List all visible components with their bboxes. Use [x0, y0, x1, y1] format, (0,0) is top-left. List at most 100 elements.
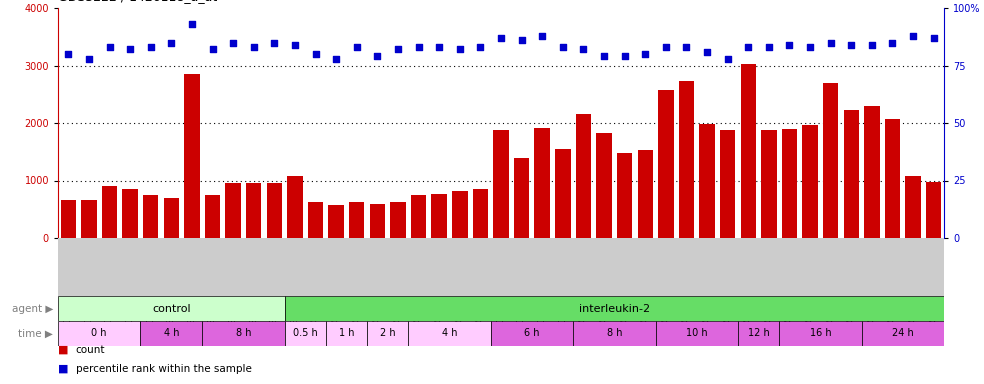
Text: interleukin-2: interleukin-2 [579, 303, 649, 313]
Bar [802, 125, 818, 238]
Text: time ▶: time ▶ [19, 328, 53, 339]
Bar [411, 195, 426, 238]
Text: 2 h: 2 h [380, 328, 396, 339]
Bar [284, 296, 944, 321]
Bar [700, 124, 714, 238]
Point [514, 37, 529, 43]
Point [370, 53, 386, 60]
Text: agent ▶: agent ▶ [12, 303, 53, 313]
Text: 6 h: 6 h [524, 328, 539, 339]
Bar [122, 189, 138, 238]
Bar [391, 202, 405, 238]
Text: ■: ■ [58, 364, 69, 374]
Point [287, 42, 303, 48]
Point [349, 44, 365, 50]
Bar [596, 133, 612, 238]
Bar [58, 321, 141, 346]
Point [576, 46, 591, 53]
Text: 24 h: 24 h [892, 328, 914, 339]
Bar [720, 130, 735, 238]
Point [246, 44, 262, 50]
Point [308, 51, 324, 57]
Bar [267, 183, 282, 238]
Bar [491, 321, 573, 346]
Bar [534, 127, 550, 238]
Point [802, 44, 818, 50]
Point [122, 46, 138, 53]
Text: 16 h: 16 h [810, 328, 831, 339]
Bar [326, 321, 367, 346]
Point [81, 56, 96, 62]
Text: 8 h: 8 h [236, 328, 251, 339]
Bar [638, 150, 653, 238]
Point [679, 44, 695, 50]
Bar [843, 110, 859, 238]
Point [472, 44, 488, 50]
Bar [246, 184, 262, 238]
Bar [781, 129, 797, 238]
Bar [555, 149, 571, 238]
Point [638, 51, 653, 57]
Bar [762, 130, 776, 238]
Bar [205, 195, 220, 238]
Bar [779, 321, 862, 346]
Bar [658, 90, 674, 238]
Point [555, 44, 571, 50]
Bar [452, 192, 467, 238]
Point [740, 44, 756, 50]
Bar [184, 74, 200, 238]
Bar [823, 83, 838, 238]
Point [493, 35, 509, 41]
Bar [738, 321, 779, 346]
Bar [329, 205, 343, 238]
Point [885, 40, 900, 46]
Text: GDS3222 / 1426118_a_at: GDS3222 / 1426118_a_at [58, 0, 217, 3]
Point [143, 44, 158, 50]
Bar [431, 194, 447, 238]
Text: control: control [152, 303, 191, 313]
Bar [926, 182, 942, 238]
Bar [284, 321, 326, 346]
Bar [741, 65, 756, 238]
Bar [61, 200, 76, 238]
Bar [862, 321, 944, 346]
Text: 12 h: 12 h [748, 328, 769, 339]
Text: 0.5 h: 0.5 h [293, 328, 318, 339]
Point [596, 53, 612, 60]
Point [926, 35, 942, 41]
Point [658, 44, 674, 50]
Point [184, 21, 200, 27]
Text: percentile rank within the sample: percentile rank within the sample [76, 364, 252, 374]
Point [719, 56, 735, 62]
Bar [308, 202, 324, 238]
Bar [143, 195, 158, 238]
Bar [349, 202, 364, 238]
Bar [370, 204, 385, 238]
Bar [576, 114, 591, 238]
Text: 1 h: 1 h [338, 328, 354, 339]
Bar [905, 176, 921, 238]
Bar [472, 189, 488, 238]
Text: 10 h: 10 h [686, 328, 707, 339]
Point [267, 40, 282, 46]
Point [905, 33, 921, 39]
Point [205, 46, 220, 53]
Bar [287, 177, 303, 238]
Bar [864, 106, 880, 238]
Text: 4 h: 4 h [442, 328, 458, 339]
Text: 4 h: 4 h [163, 328, 179, 339]
Bar [514, 157, 529, 238]
Point [617, 53, 633, 60]
Bar [367, 321, 408, 346]
Text: count: count [76, 345, 105, 355]
Point [329, 56, 344, 62]
Bar [58, 296, 284, 321]
Bar [655, 321, 738, 346]
Point [781, 42, 797, 48]
Point [390, 46, 405, 53]
Bar [82, 200, 96, 238]
Bar [617, 153, 633, 238]
Point [843, 42, 859, 48]
Point [163, 40, 179, 46]
Point [534, 33, 550, 39]
